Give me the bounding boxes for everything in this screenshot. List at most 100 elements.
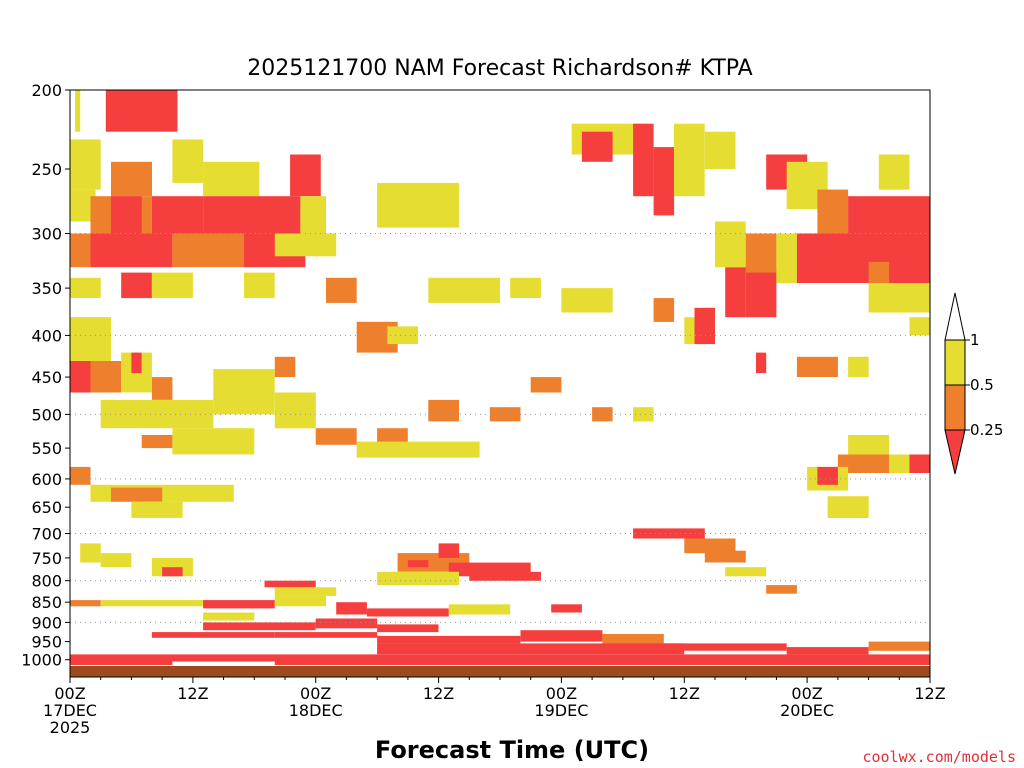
heatmap-cell (326, 277, 357, 303)
x-tick-label: 00Z (546, 684, 577, 703)
heatmap-cell (111, 196, 142, 234)
y-tick-label: 900 (31, 613, 62, 632)
heatmap-cell (745, 233, 777, 273)
heatmap-cell (602, 634, 664, 646)
colorbar-legend: 1 0.5 0.25 (944, 292, 1003, 475)
x-tick-label: 12Z (669, 684, 700, 703)
heatmap-cell (377, 428, 408, 445)
y-tick-label: 350 (31, 279, 62, 298)
heatmap-cells (70, 90, 930, 665)
y-tick-label: 800 (31, 572, 62, 591)
heatmap-cell (100, 600, 204, 607)
x-tick-label: 2025 (50, 718, 91, 737)
heatmap-cell (151, 377, 173, 400)
heatmap-cell (356, 441, 480, 458)
y-tick-label: 850 (31, 593, 62, 612)
heatmap-cell (633, 528, 705, 539)
heatmap-cell (172, 233, 245, 268)
x-tick-label: 00Z (300, 684, 331, 703)
heatmap-cell (141, 435, 173, 449)
heatmap-cell (663, 643, 787, 651)
heatmap-cell (377, 643, 685, 655)
heatmap-cell (868, 283, 930, 313)
heatmap-cell (510, 277, 541, 298)
heatmap-cell (438, 543, 460, 558)
heatmap-cell (274, 659, 930, 665)
heatmap-cell (377, 571, 459, 586)
heatmap-cell (827, 496, 869, 518)
x-tick-label: 17DEC (43, 701, 97, 720)
y-tick-label: 1000 (21, 651, 62, 670)
heatmap-cell (848, 196, 930, 234)
y-axis: 200 250 300 350 400 450 500 550 600 650 700 750 800 8… (21, 81, 70, 670)
heatmap-cell (244, 272, 275, 299)
y-tick-label: 500 (31, 405, 62, 424)
heatmap-cell (704, 550, 746, 563)
heatmap-cell (377, 624, 439, 633)
heatmap-cell (837, 454, 890, 473)
heatmap-cell (694, 307, 715, 345)
x-tick-label: 20DEC (780, 701, 834, 720)
heatmap-cell (520, 630, 603, 642)
y-tick-label: 700 (31, 525, 62, 544)
x-axis-label: Forecast Time (UTC) (375, 736, 649, 764)
heatmap-cell (70, 466, 91, 485)
heatmap-cell (131, 352, 142, 374)
heatmap-cell (653, 298, 675, 322)
heatmap-cell (387, 326, 419, 345)
grid-lines (70, 233, 930, 623)
heatmap-cell (90, 233, 173, 268)
heatmap-cell (469, 571, 541, 581)
y-tick-label: 300 (31, 225, 62, 244)
heatmap-cell (428, 399, 459, 422)
heatmap-cell (70, 317, 111, 361)
heatmap-cell (766, 585, 797, 594)
heatmap-cell (90, 361, 122, 393)
heatmap-cell (715, 221, 746, 268)
heatmap-cell (105, 90, 178, 132)
y-tick-label: 550 (31, 439, 62, 458)
heatmap-cell (75, 90, 81, 132)
heatmap-cell (633, 123, 654, 197)
heatmap-cell (786, 647, 869, 655)
heatmap-cell (776, 233, 797, 283)
x-tick-label: 00Z (791, 684, 822, 703)
heatmap-cell (909, 317, 930, 336)
heatmap-cell (796, 356, 838, 377)
heatmap-cell (315, 428, 357, 445)
x-tick-label: 00Z (54, 684, 85, 703)
heatmap-cell (172, 139, 204, 183)
heatmap-cell (70, 361, 91, 393)
surface-band (70, 666, 930, 677)
colorbar-label-025: 0.25 (970, 421, 1003, 439)
heatmap-cell (203, 612, 255, 621)
heatmap-cell (111, 487, 163, 502)
heatmap-cell (817, 466, 838, 485)
x-tick-label: 18DEC (289, 701, 343, 720)
heatmap-cell (70, 233, 91, 268)
y-tick-label: 200 (31, 81, 62, 100)
x-tick-label: 19DEC (534, 701, 588, 720)
credit-link[interactable]: coolwx.com/models (862, 748, 1016, 766)
heatmap-cell (274, 356, 296, 377)
colorbar-label-05: 0.5 (970, 376, 994, 394)
heatmap-cell (745, 267, 777, 318)
heatmap-cell (203, 161, 260, 197)
heatmap-cell (448, 604, 511, 615)
x-tick-label: 12Z (177, 684, 208, 703)
heatmap-cell (213, 369, 275, 415)
heatmap-cell (551, 604, 582, 613)
heatmap-cell (162, 567, 183, 577)
colorbar-top-arrow (944, 292, 966, 341)
heatmap-cell (315, 618, 378, 629)
heatmap-cell (70, 654, 930, 662)
x-tick-label: 12Z (423, 684, 454, 703)
heatmap-cell (817, 189, 849, 234)
heatmap-cell (172, 428, 255, 455)
heatmap-cell (203, 600, 275, 609)
heatmap-cell (274, 595, 326, 607)
heatmap-cell (530, 377, 562, 393)
colorbar-orange (944, 384, 966, 431)
